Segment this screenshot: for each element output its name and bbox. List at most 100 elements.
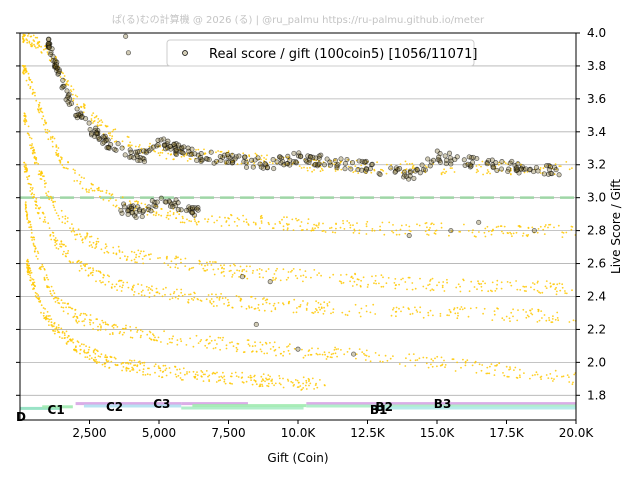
scatter-point — [216, 371, 218, 374]
scatter-point — [90, 271, 93, 274]
scatter-point — [201, 375, 203, 378]
scatter-point — [115, 324, 117, 326]
scatter-point — [38, 297, 41, 299]
scatter-point — [163, 330, 166, 333]
scatter-point — [431, 277, 434, 280]
scatter-point — [481, 160, 484, 163]
scatter-point — [381, 169, 383, 171]
real-point — [65, 94, 71, 100]
scatter-point — [255, 153, 258, 156]
scatter-point — [52, 204, 55, 207]
real-point — [388, 165, 394, 171]
real-point — [315, 161, 321, 167]
scatter-point — [355, 353, 358, 356]
scatter-point — [41, 263, 44, 266]
scatter-point — [182, 217, 184, 220]
scatter-point — [270, 380, 272, 382]
scatter-point — [305, 381, 308, 384]
scatter-point — [482, 280, 484, 283]
scatter-point — [559, 289, 562, 292]
real-point — [165, 138, 171, 144]
scatter-point — [102, 276, 105, 279]
scatter-point — [338, 280, 341, 282]
scatter-point — [547, 377, 550, 379]
scatter-point — [190, 220, 193, 223]
scatter-point — [365, 233, 368, 235]
scatter-point — [47, 222, 50, 225]
scatter-point — [139, 252, 142, 255]
scatter-point — [115, 252, 118, 255]
scatter-point — [229, 382, 232, 385]
scatter-point — [52, 232, 55, 234]
scatter-point — [26, 215, 28, 218]
x-tick-label: 10.0K — [281, 426, 317, 440]
scatter-point — [101, 190, 104, 193]
scatter-point — [84, 237, 87, 240]
scatter-point — [246, 339, 249, 341]
scatter-point — [33, 236, 35, 239]
scatter-point — [132, 367, 135, 370]
scatter-point — [230, 375, 233, 378]
scatter-point — [53, 137, 56, 140]
scatter-point — [99, 329, 102, 331]
scatter-point — [80, 312, 82, 315]
scatter-point — [231, 341, 233, 344]
scatter-point — [315, 309, 318, 312]
scatter-point — [115, 364, 117, 367]
scatter-point — [231, 153, 234, 155]
scatter-point — [55, 144, 58, 147]
scatter-point — [129, 370, 132, 373]
scatter-point — [320, 274, 322, 277]
real-point — [151, 202, 157, 208]
scatter-point — [112, 252, 115, 255]
scatter-point — [135, 206, 138, 208]
scatter-point — [205, 298, 208, 301]
scatter-point — [32, 278, 35, 281]
scatter-point — [76, 316, 79, 318]
scatter-point — [299, 385, 302, 387]
scatter-point — [414, 306, 416, 309]
band-segment — [181, 406, 304, 410]
scatter-point — [69, 227, 71, 230]
real-point — [308, 154, 314, 160]
scatter-point — [239, 300, 242, 302]
scatter-point — [71, 93, 74, 96]
scatter-point — [373, 168, 376, 171]
scatter-point — [496, 279, 499, 282]
scatter-point — [517, 309, 519, 311]
scatter-point — [64, 255, 67, 257]
scatter-point — [29, 272, 31, 275]
scatter-point — [54, 241, 57, 244]
scatter-point — [256, 269, 259, 271]
scatter-point — [33, 91, 36, 94]
scatter-point — [314, 308, 317, 310]
scatter-point — [269, 161, 271, 164]
scatter-point — [247, 343, 250, 346]
y-tick-label: 1.8 — [587, 388, 606, 402]
scatter-point — [515, 231, 518, 234]
real-point — [134, 152, 140, 158]
scatter-point — [28, 226, 31, 229]
scatter-point — [25, 164, 27, 167]
scatter-point — [169, 371, 172, 374]
scatter-point — [568, 376, 570, 378]
scatter-point — [288, 301, 290, 303]
scatter-point — [323, 310, 326, 312]
scatter-point — [269, 375, 271, 378]
scatter-point — [302, 376, 305, 379]
scatter-point — [285, 156, 288, 159]
scatter-point — [448, 314, 450, 317]
scatter-point — [318, 222, 320, 225]
scatter-point — [291, 269, 293, 272]
real-point — [176, 142, 182, 148]
scatter-point — [352, 224, 354, 227]
real-point — [149, 198, 155, 204]
scatter-point — [162, 288, 165, 290]
scatter-point — [161, 371, 164, 373]
scatter-point — [34, 36, 37, 39]
scatter-point — [51, 145, 54, 148]
real-point — [541, 171, 547, 177]
scatter-point — [36, 43, 39, 45]
scatter-point — [286, 346, 288, 348]
scatter-point — [274, 382, 277, 385]
